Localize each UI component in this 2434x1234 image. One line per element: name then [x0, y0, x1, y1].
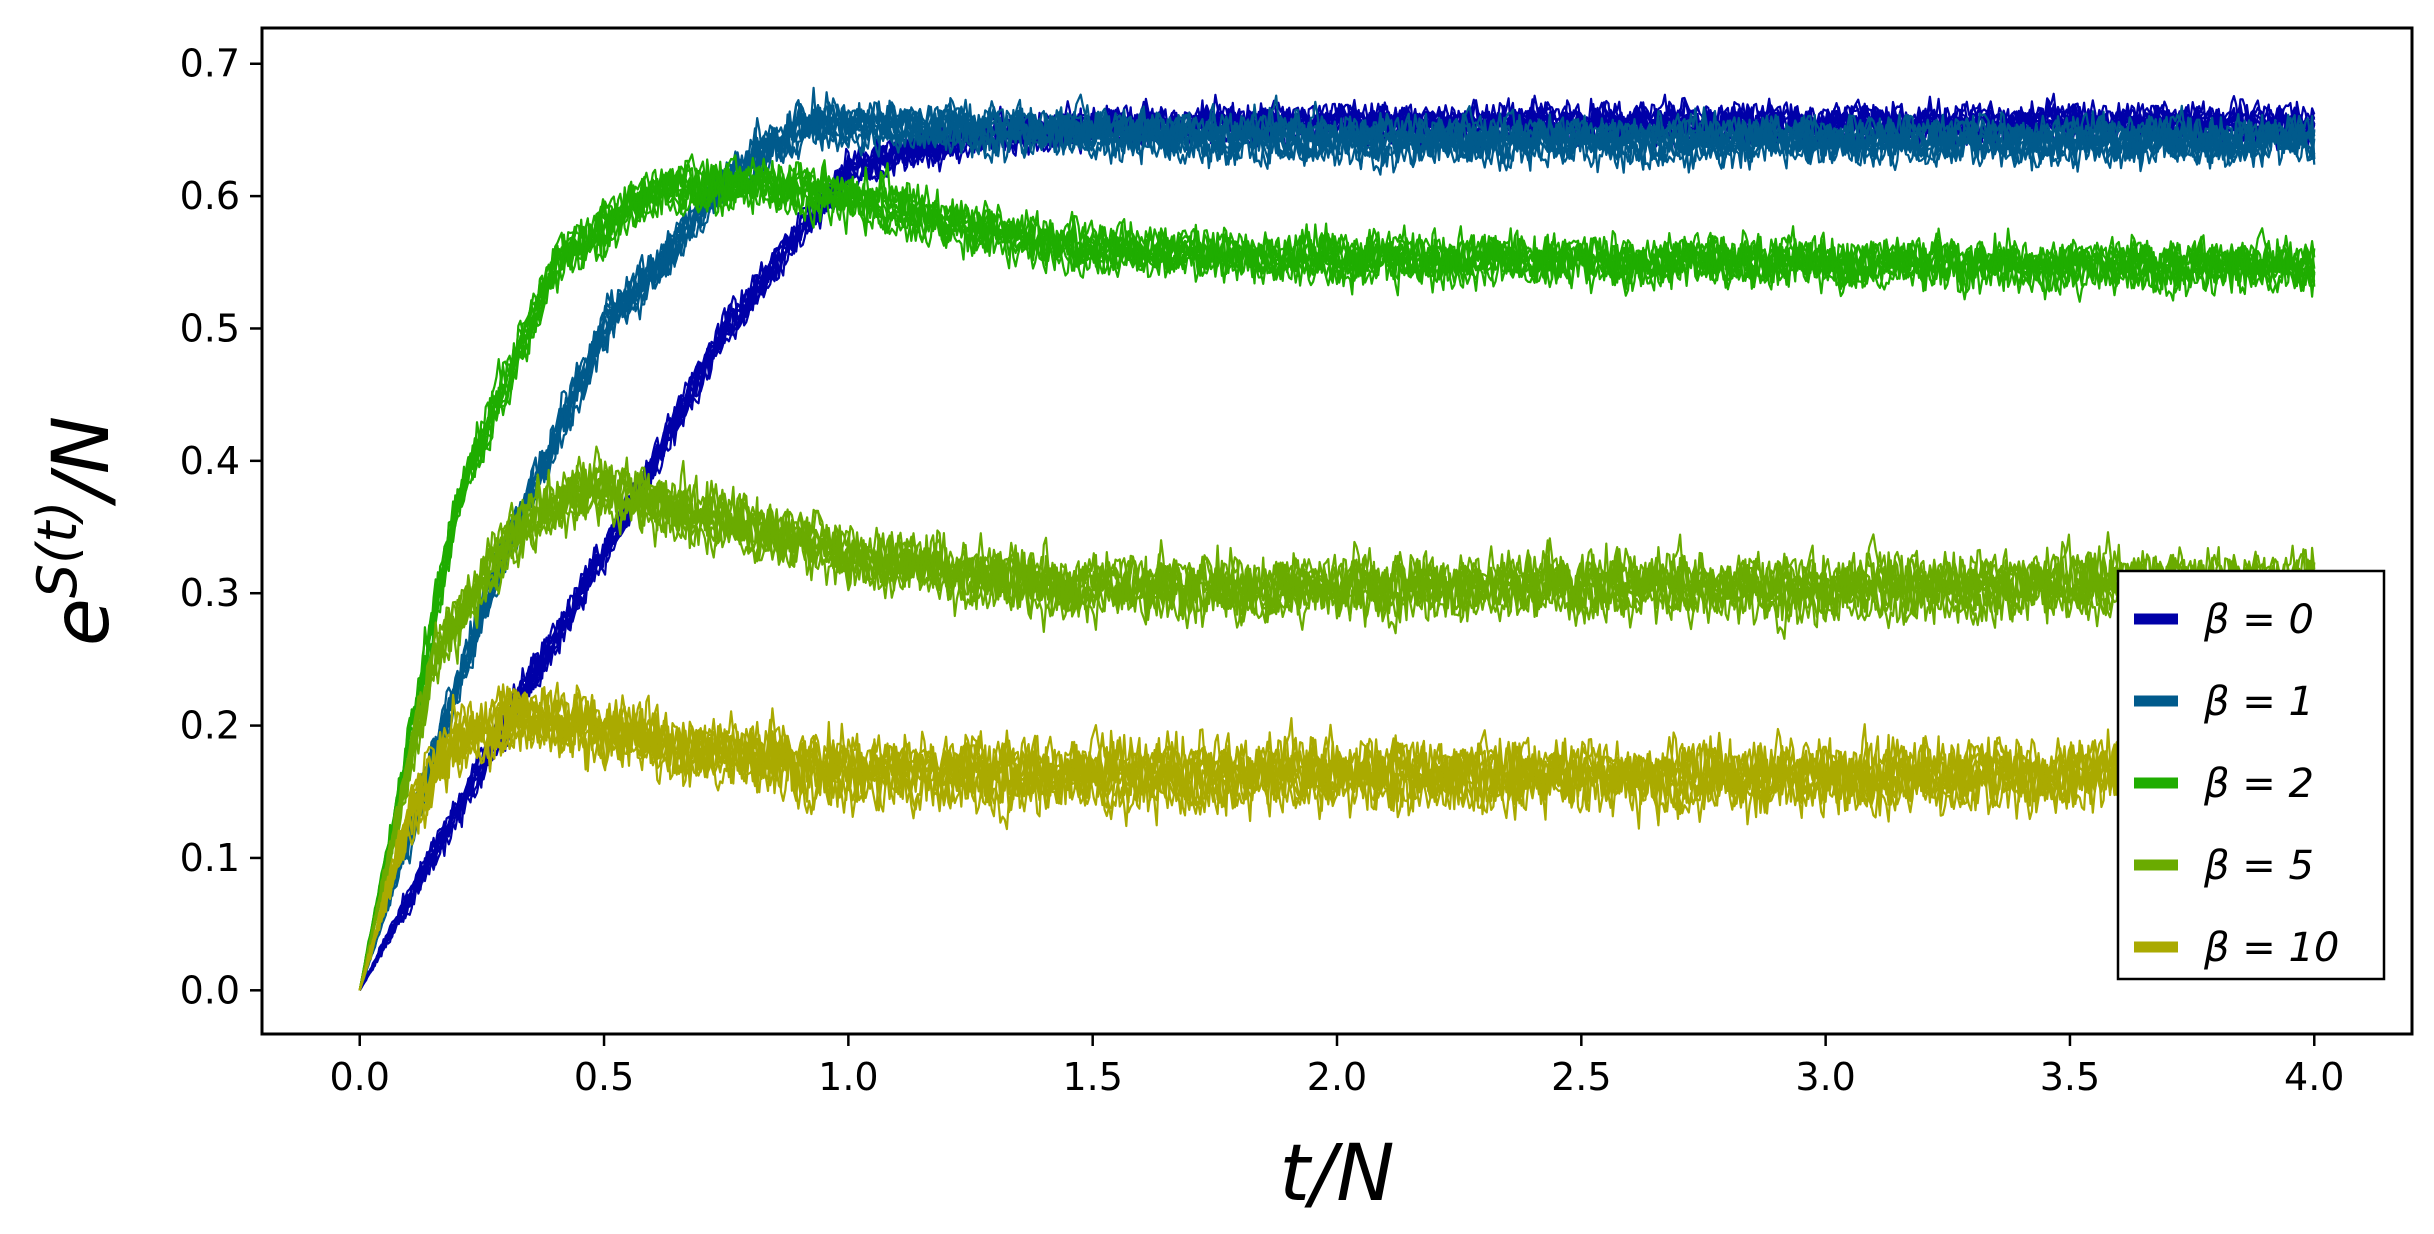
y-axis-label-exponent: S(t) — [26, 501, 89, 599]
x-tick-label: 0.0 — [330, 1055, 390, 1099]
y-tick-label: 0.1 — [180, 836, 240, 880]
legend-label: β = 1 — [2203, 679, 2314, 725]
x-tick-label: 1.0 — [818, 1055, 878, 1099]
legend-label: β = 5 — [2203, 843, 2314, 889]
chart: 0.0 0.5 1.0 1.5 2.0 2.5 3.0 3.5 4.0 0.0 0.1 0.2 0.3… — [0, 0, 2434, 1234]
y-tick-label: 0.2 — [180, 704, 240, 748]
x-tick-label: 4.0 — [2284, 1055, 2344, 1099]
x-tick-label: 2.5 — [1551, 1055, 1611, 1099]
x-tick-label: 0.5 — [574, 1055, 634, 1099]
legend-label: β = 0 — [2203, 597, 2314, 643]
y-tick-label: 0.4 — [180, 439, 240, 483]
x-tick-label: 3.5 — [2040, 1055, 2100, 1099]
x-axis-label: t/N — [1279, 1129, 1394, 1219]
y-tick-label: 0.3 — [180, 571, 240, 615]
y-tick-label: 0.6 — [180, 174, 240, 218]
y-axis-label-suffix: /N — [37, 416, 127, 507]
legend: β = 0 β = 1 β = 2 β = 5 β = 10 — [2118, 571, 2384, 979]
x-tick-label: 1.5 — [1062, 1055, 1122, 1099]
y-tick-label: 0.5 — [180, 306, 240, 350]
x-tick-label: 2.0 — [1307, 1055, 1367, 1099]
y-tick-label: 0.7 — [180, 42, 240, 86]
legend-label: β = 10 — [2203, 925, 2339, 971]
legend-label: β = 2 — [2203, 761, 2314, 807]
x-tick-label: 3.0 — [1795, 1055, 1855, 1099]
y-axis-label-base: e — [37, 598, 127, 646]
y-tick-label: 0.0 — [180, 968, 240, 1012]
